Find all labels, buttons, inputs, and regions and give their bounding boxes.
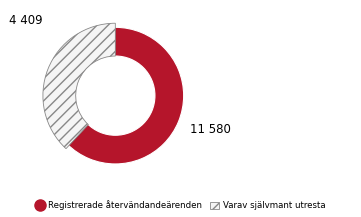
Legend: Registrerade återvändandeärenden, Varav självmant utresta: Registrerade återvändandeärenden, Varav … — [33, 198, 328, 213]
Text: 11 580: 11 580 — [191, 123, 231, 136]
Wedge shape — [43, 23, 115, 149]
Wedge shape — [47, 27, 184, 164]
Text: 4 409: 4 409 — [9, 14, 43, 27]
